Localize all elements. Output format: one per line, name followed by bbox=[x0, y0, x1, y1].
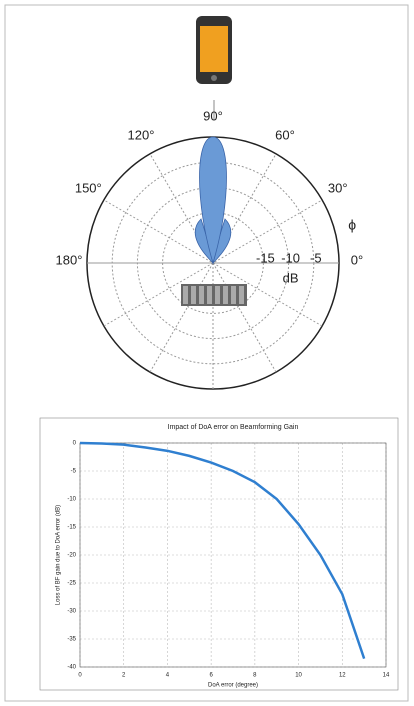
r-unit-label: dB bbox=[283, 270, 299, 285]
x-axis-label: DoA error (degree) bbox=[208, 683, 258, 689]
y-tick-label: -35 bbox=[67, 637, 76, 643]
angle-tick-label: 120° bbox=[128, 128, 155, 143]
angle-tick-label: 30° bbox=[328, 180, 348, 195]
angle-tick-label: 150° bbox=[75, 180, 102, 195]
array-element bbox=[199, 286, 204, 304]
y-tick-label: -25 bbox=[67, 581, 76, 587]
angle-tick-label: 90° bbox=[203, 108, 223, 123]
y-axis-label: Loss of BF gain due to DoA error (dB) bbox=[56, 505, 62, 605]
x-tick-label: 14 bbox=[383, 673, 390, 679]
x-tick-label: 12 bbox=[339, 673, 346, 679]
array-base bbox=[181, 284, 247, 306]
array-element bbox=[231, 286, 236, 304]
chart-frame bbox=[40, 418, 398, 690]
figure: -15 -10 -5 dB 0° 30° 60° 90° 120° 150° 180° ϕ Impact… bbox=[0, 0, 414, 706]
x-tick-label: 10 bbox=[295, 673, 302, 679]
angle-tick-label: 60° bbox=[275, 128, 295, 143]
phone-icon bbox=[196, 16, 232, 84]
angle-tick-label: 180° bbox=[56, 252, 83, 267]
y-tick-label: -15 bbox=[67, 525, 76, 531]
array-element bbox=[239, 286, 244, 304]
array-element bbox=[223, 286, 228, 304]
y-tick-label: -5 bbox=[71, 469, 77, 475]
chart-title: Impact of DoA error on Beamforming Gain bbox=[168, 424, 299, 431]
array-element bbox=[183, 286, 188, 304]
y-tick-label: -40 bbox=[67, 665, 76, 671]
angle-tick-label: 0° bbox=[351, 252, 363, 267]
y-tick-label: -10 bbox=[67, 497, 76, 503]
y-tick-label: -20 bbox=[67, 553, 76, 559]
array-element bbox=[215, 286, 220, 304]
angle-label: ϕ bbox=[348, 217, 356, 233]
y-tick-label: -30 bbox=[67, 609, 76, 615]
antenna-array bbox=[181, 284, 247, 306]
array-element bbox=[191, 286, 196, 304]
page: -15 -10 -5 dB 0° 30° 60° 90° 120° 150° 180° ϕ Impact… bbox=[0, 0, 414, 706]
array-element bbox=[207, 286, 212, 304]
